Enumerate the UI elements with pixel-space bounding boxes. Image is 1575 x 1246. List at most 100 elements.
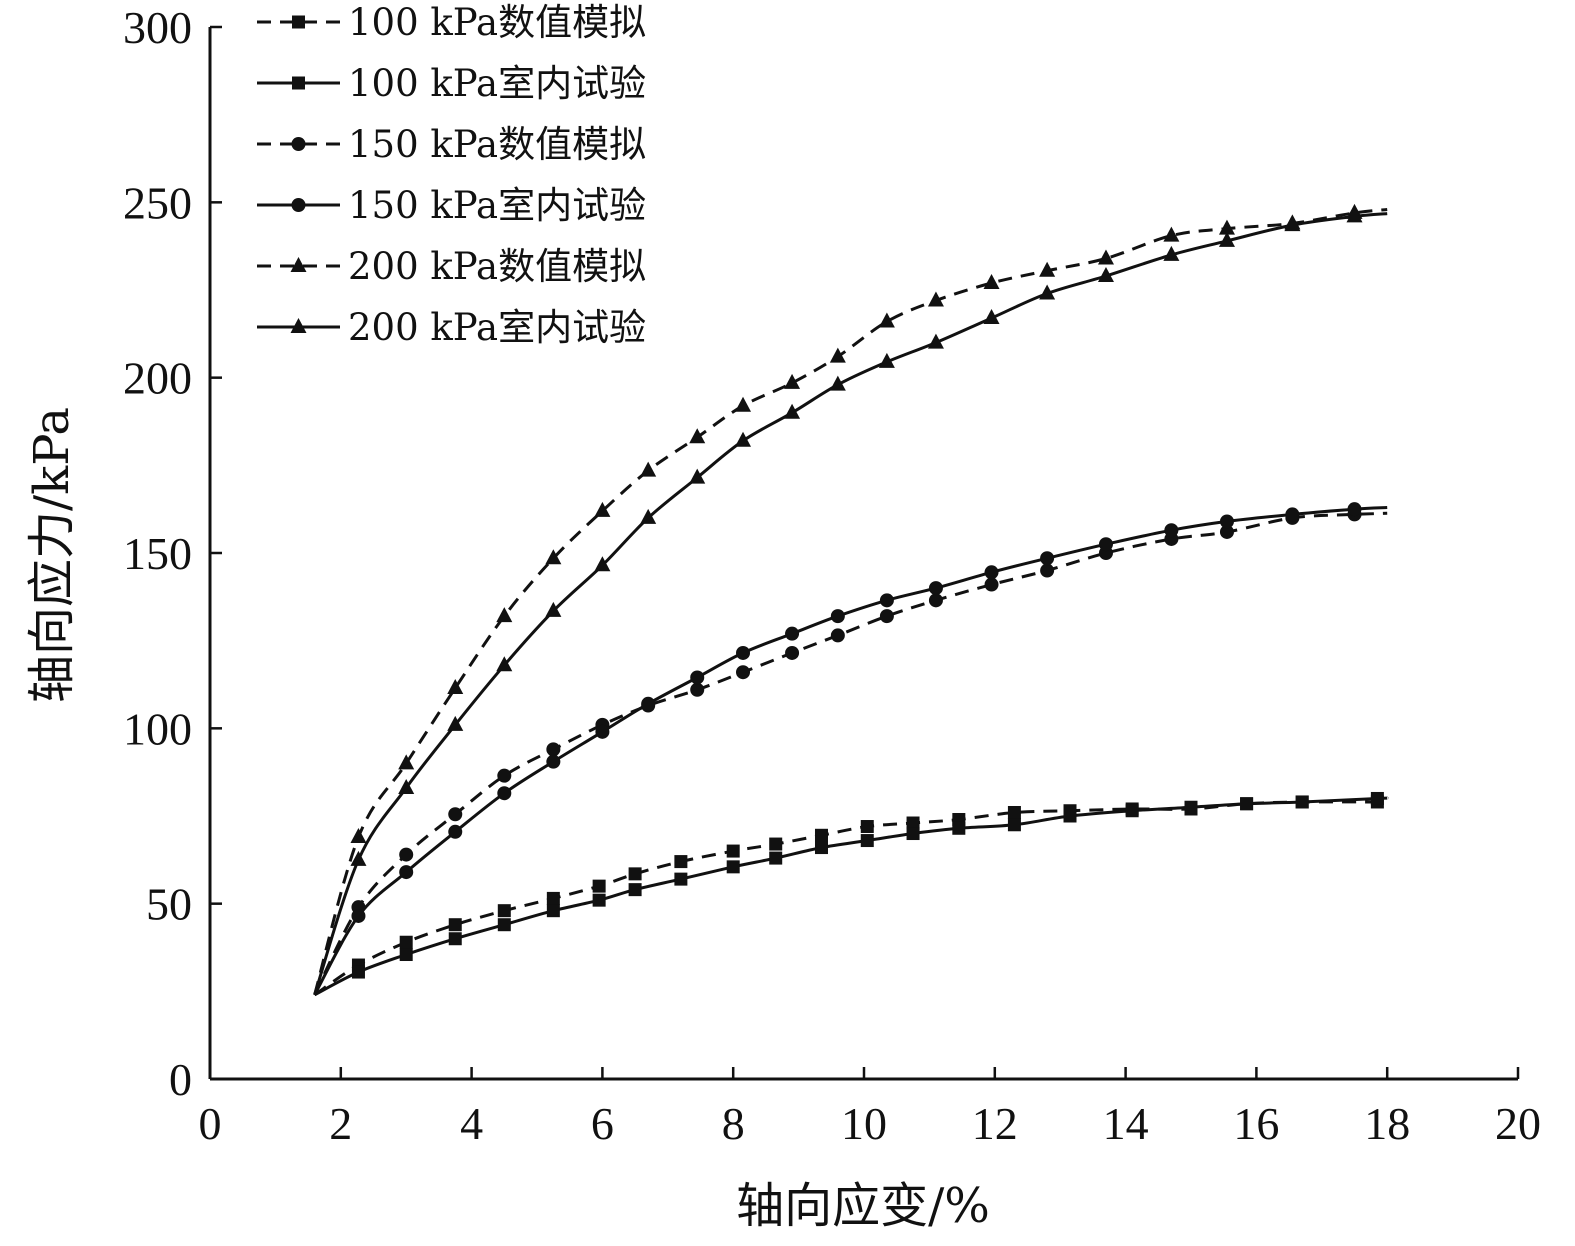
data-point [594, 556, 611, 572]
data-point [1098, 537, 1113, 552]
data-point [736, 665, 751, 680]
data-point [879, 593, 894, 608]
series-line [313, 800, 1389, 997]
data-point [1219, 524, 1234, 539]
series-line [313, 796, 1389, 997]
data-point [640, 461, 657, 477]
legend-entry-3: 150 kPa数值模拟 [257, 123, 646, 166]
y-tick-label: 150 [123, 528, 192, 579]
data-point [545, 549, 562, 565]
data-point [928, 593, 943, 608]
data-point [1295, 795, 1309, 809]
data-point [784, 373, 801, 389]
data-point [595, 724, 610, 739]
data-point [860, 820, 874, 834]
data-point [878, 352, 895, 368]
data-point [592, 893, 606, 907]
data-point [829, 347, 846, 363]
data-point [497, 786, 512, 801]
y-tick-label: 200 [123, 353, 192, 404]
legend-entry-2: 100 kPa室内试验 [257, 62, 646, 105]
data-point [1039, 284, 1056, 300]
data-point [1163, 245, 1180, 261]
data-point [983, 273, 1000, 289]
y-tick-label: 250 [123, 177, 192, 228]
data-point [398, 754, 415, 770]
legend-label: 100 kPa数值模拟 [348, 1, 646, 44]
data-point [545, 601, 562, 617]
data-point [814, 841, 828, 855]
data-point [1240, 797, 1254, 811]
data-point [628, 867, 642, 881]
data-point [983, 309, 1000, 325]
data-point [674, 872, 688, 886]
data-point [1218, 219, 1235, 235]
series-6 [313, 207, 1388, 996]
data-point [1007, 805, 1021, 819]
data-point [928, 581, 943, 596]
series-1 [313, 795, 1389, 997]
data-point [674, 855, 688, 869]
data-point [690, 682, 705, 697]
data-point [726, 844, 740, 858]
data-point [927, 291, 944, 307]
data-point [689, 428, 706, 444]
series-layer [313, 203, 1389, 997]
x-tick-label: 20 [1495, 1098, 1541, 1149]
data-point [399, 935, 413, 949]
data-point [785, 626, 800, 641]
data-point [1097, 266, 1114, 282]
data-point [952, 821, 966, 835]
data-point [628, 883, 642, 897]
data-point [351, 908, 366, 923]
y-tick-label: 300 [123, 2, 192, 53]
data-point [496, 656, 513, 672]
series-3 [313, 507, 1388, 996]
x-tick-label: 14 [1103, 1098, 1149, 1149]
legend-label: 150 kPa室内试验 [348, 184, 646, 227]
data-point [1184, 800, 1198, 814]
data-point [1125, 804, 1139, 818]
data-point [641, 696, 656, 711]
data-point [448, 807, 463, 822]
data-point [448, 932, 462, 946]
data-point [735, 431, 752, 447]
data-point [1097, 249, 1114, 265]
data-point [690, 670, 705, 685]
series-line [313, 208, 1388, 996]
data-point [830, 609, 845, 624]
series-2 [313, 791, 1389, 997]
y-tick-label: 100 [123, 703, 192, 754]
data-point [1163, 226, 1180, 242]
data-point [1007, 818, 1021, 832]
data-point [1063, 809, 1077, 823]
x-axis-title: 轴向应变/% [736, 1178, 990, 1234]
data-point [546, 891, 560, 905]
data-point [906, 827, 920, 841]
data-point [448, 918, 462, 932]
data-point [736, 645, 751, 660]
data-point [726, 860, 740, 874]
data-point [906, 816, 920, 830]
data-point [1346, 207, 1363, 223]
legend-entry-1: 100 kPa数值模拟 [257, 1, 646, 44]
data-point [1164, 523, 1179, 538]
x-tick-label: 10 [841, 1098, 887, 1149]
x-tick-label: 12 [972, 1098, 1018, 1149]
legend-marker [290, 257, 307, 272]
data-point [399, 865, 414, 880]
data-point [399, 847, 414, 862]
series-line [313, 511, 1388, 996]
data-point [640, 508, 657, 524]
x-tick-label: 6 [591, 1098, 614, 1149]
y-tick-label: 0 [169, 1054, 192, 1105]
data-point [984, 577, 999, 592]
legend-marker [292, 15, 305, 29]
legend-label: 200 kPa室内试验 [348, 306, 646, 349]
series-5 [313, 203, 1388, 996]
data-point [496, 607, 513, 623]
data-point [860, 834, 874, 848]
data-point [785, 645, 800, 660]
data-point [546, 904, 560, 918]
